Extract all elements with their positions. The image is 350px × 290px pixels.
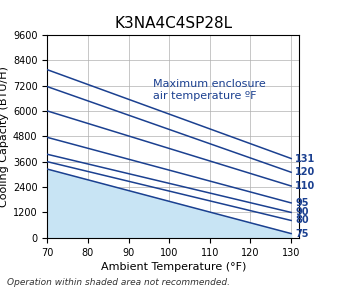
Text: 131: 131 [295,153,316,164]
Text: 80: 80 [295,215,309,225]
Text: 90: 90 [295,207,309,218]
Title: K3NA4C4SP28L: K3NA4C4SP28L [114,16,232,31]
Text: Maximum enclosure
air temperature ºF: Maximum enclosure air temperature ºF [153,79,266,101]
Text: 75: 75 [295,229,309,239]
Text: 120: 120 [295,167,316,177]
X-axis label: Ambient Temperature (°F): Ambient Temperature (°F) [100,262,246,272]
Text: 95: 95 [295,198,309,208]
Text: 110: 110 [295,181,316,191]
Y-axis label: Cooling Capacity (BTU/H): Cooling Capacity (BTU/H) [0,66,9,207]
Text: Operation within shaded area not recommended.: Operation within shaded area not recomme… [7,278,230,287]
